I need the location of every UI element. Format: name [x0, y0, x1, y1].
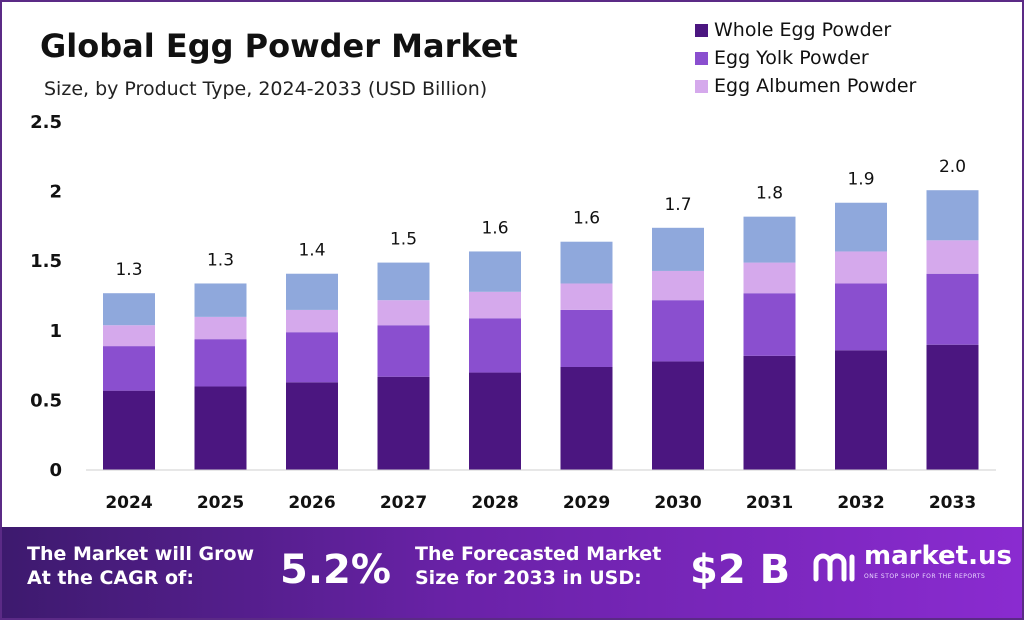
bar-segment-series-4 [469, 251, 521, 292]
bars: 1.3 1.3 1.4 1.5 1.6 1.6 1.7 1.8 1.9 2.0 [103, 157, 979, 470]
total-data-label: 1.6 [481, 218, 508, 238]
y-tick-label: 1.5 [30, 251, 62, 272]
total-data-label: 1.3 [207, 250, 234, 270]
bar-segment-series-4 [103, 293, 155, 326]
bar-segment-whole-egg-powder [835, 350, 887, 470]
bar-segment-egg-yolk-powder [469, 318, 521, 373]
footer-banner: The Market will Grow At the CAGR of: 5.2… [2, 527, 1022, 618]
legend-label: Egg Albumen Powder [714, 75, 917, 97]
forecast-value: $2 B [690, 547, 791, 593]
bar-segment-whole-egg-powder [377, 376, 430, 470]
bar-segment-whole-egg-powder [560, 366, 613, 470]
bar-segment-series-4 [652, 227, 704, 271]
bar-segment-series-4 [743, 216, 796, 263]
x-tick-label: 2029 [563, 493, 610, 513]
legend: Whole Egg Powder Egg Yolk Powder Egg Album… [695, 19, 917, 97]
x-tick-label: 2033 [929, 493, 976, 513]
x-tick-label: 2028 [471, 493, 518, 513]
bar-segment-egg-yolk-powder [835, 283, 887, 351]
bar-segment-whole-egg-powder [103, 390, 155, 470]
y-axis: 0 0.5 1 1.5 2 2.5 [30, 112, 62, 481]
bar-segment-series-4 [286, 273, 338, 310]
x-tick-label: 2025 [197, 493, 244, 513]
chart-subtitle: Size, by Product Type, 2024-2033 (USD Bi… [44, 78, 487, 100]
bar-segment-series-4 [926, 190, 979, 241]
total-data-label: 1.9 [847, 170, 874, 190]
y-tick-label: 2 [49, 182, 62, 203]
bar-segment-whole-egg-powder [194, 386, 247, 470]
bar-segment-egg-albumen-powder [286, 309, 338, 333]
x-tick-label: 2032 [837, 493, 884, 513]
x-axis: 2024 2025 2026 2027 2028 2029 2030 2031 2032 2033 [105, 493, 976, 513]
bar-segment-egg-yolk-powder [926, 273, 979, 345]
forecast-label-line1: The Forecasted Market [415, 543, 662, 565]
y-tick-label: 2.5 [30, 112, 62, 133]
bar-segment-whole-egg-powder [469, 372, 521, 470]
x-tick-label: 2030 [654, 493, 701, 513]
cagr-label-line1: The Market will Grow [27, 543, 255, 565]
bar-segment-series-4 [560, 241, 613, 284]
bar-segment-series-4 [835, 202, 887, 252]
total-data-label: 1.6 [573, 209, 600, 229]
x-tick-label: 2024 [105, 493, 152, 513]
bar-segment-whole-egg-powder [926, 344, 979, 470]
legend-label: Whole Egg Powder [714, 19, 891, 41]
x-tick-label: 2027 [380, 493, 427, 513]
bar-segment-egg-albumen-powder [560, 283, 613, 310]
bar-segment-whole-egg-powder [286, 382, 338, 470]
total-data-label: 1.7 [664, 195, 691, 215]
total-data-label: 2.0 [939, 157, 966, 177]
bar-segment-egg-albumen-powder [835, 251, 887, 284]
bar-segment-series-4 [377, 262, 430, 301]
bar-segment-series-4 [194, 283, 247, 317]
total-data-label: 1.5 [390, 230, 417, 250]
cagr-label-line2: At the CAGR of: [27, 567, 194, 589]
y-tick-label: 1 [49, 321, 62, 342]
bar-segment-egg-albumen-powder [194, 316, 247, 340]
bar-segment-egg-yolk-powder [103, 346, 155, 391]
bar-segment-egg-albumen-powder [652, 270, 704, 301]
logo-text: market.us [864, 541, 1012, 571]
bar-segment-egg-albumen-powder [377, 300, 430, 326]
legend-swatch [695, 24, 708, 37]
total-data-label: 1.8 [756, 184, 783, 204]
y-tick-label: 0 [49, 460, 62, 481]
bar-segment-egg-albumen-powder [926, 240, 979, 274]
total-data-label: 1.4 [298, 241, 325, 261]
chart: Global Egg Powder Market Size, by Produc… [30, 19, 996, 513]
forecast-label-line2: Size for 2033 in USD: [415, 567, 642, 589]
chart-title: Global Egg Powder Market [40, 27, 518, 65]
bar-segment-egg-albumen-powder [103, 325, 155, 347]
bar-segment-whole-egg-powder [743, 355, 796, 470]
bar-segment-egg-yolk-powder [194, 339, 247, 387]
total-data-label: 1.3 [115, 260, 142, 280]
bar-segment-egg-yolk-powder [743, 293, 796, 356]
bar-segment-whole-egg-powder [652, 361, 704, 470]
bar-segment-egg-yolk-powder [560, 309, 613, 367]
bar-segment-egg-yolk-powder [377, 325, 430, 377]
cagr-value: 5.2% [280, 547, 391, 593]
bar-segment-egg-yolk-powder [286, 332, 338, 383]
bar-segment-egg-albumen-powder [743, 262, 796, 294]
x-tick-label: 2031 [746, 493, 793, 513]
bar-segment-egg-albumen-powder [469, 291, 521, 319]
y-tick-label: 0.5 [30, 390, 62, 411]
legend-label: Egg Yolk Powder [714, 47, 869, 69]
legend-swatch [695, 52, 708, 65]
legend-swatch [695, 80, 708, 93]
x-tick-label: 2026 [288, 493, 335, 513]
logo-tagline: ONE STOP SHOP FOR THE REPORTS [864, 573, 986, 580]
bar-segment-egg-yolk-powder [652, 300, 704, 362]
market-us-logo-icon [813, 553, 855, 582]
